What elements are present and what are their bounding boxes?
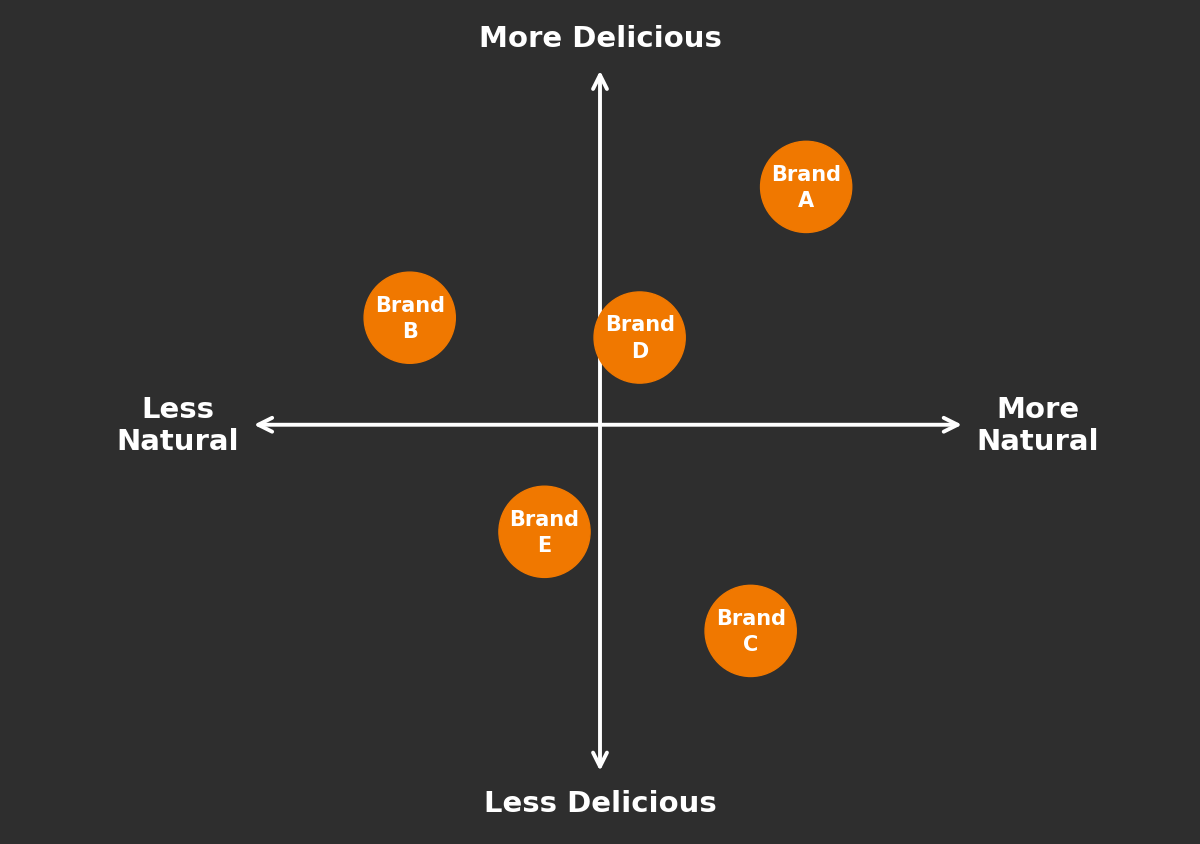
Text: Less Delicious: Less Delicious [484, 789, 716, 818]
Text: Brand
E: Brand E [510, 509, 580, 555]
Text: Brand
C: Brand C [715, 608, 786, 654]
Circle shape [364, 273, 455, 364]
Text: Brand
B: Brand B [374, 295, 445, 342]
Circle shape [499, 487, 590, 577]
Text: More
Natural: More Natural [977, 395, 1099, 456]
Text: Less
Natural: Less Natural [116, 395, 239, 456]
Text: Brand
D: Brand D [605, 315, 674, 361]
Text: Brand
A: Brand A [772, 165, 841, 211]
Circle shape [706, 586, 797, 677]
Text: More Delicious: More Delicious [479, 25, 721, 53]
Circle shape [594, 293, 685, 384]
Circle shape [761, 142, 852, 233]
